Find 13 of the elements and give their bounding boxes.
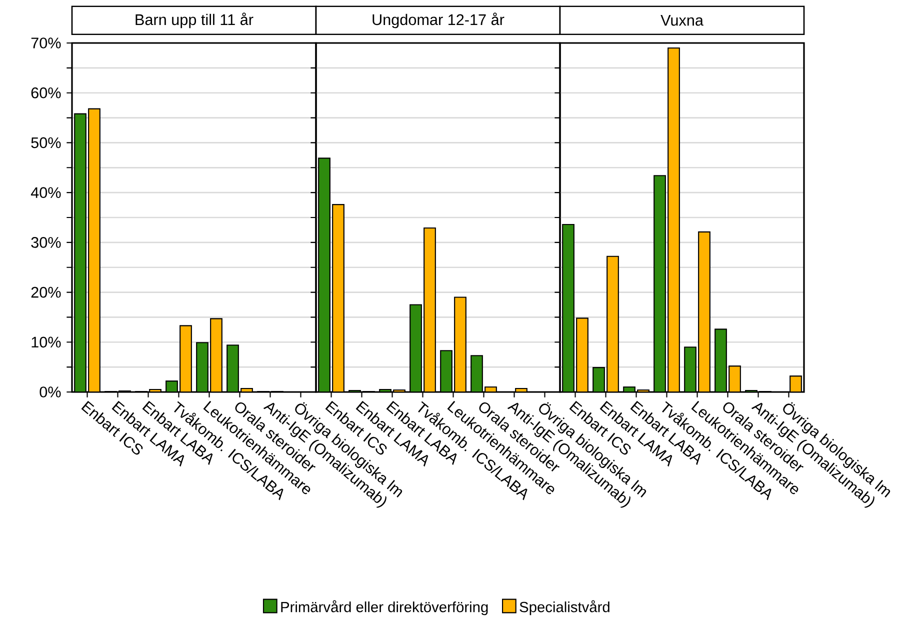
y-tick-label: 0%	[40, 386, 61, 398]
y-tick-label: 50%	[31, 137, 61, 148]
legend-label: Specialistvård	[520, 600, 610, 616]
y-tick-label: 40%	[30, 187, 61, 198]
legend-label: Primärvård eller direktöverföring	[281, 600, 488, 616]
y-tick-label: 60%	[31, 88, 61, 98]
chart-title: Ungdomar 12-17 år	[372, 12, 504, 28]
y-tick-label: 30%	[31, 237, 61, 248]
y-tick-label: 10%	[32, 336, 61, 348]
chart-title: Vuxna	[660, 15, 704, 26]
y-tick-label: 20%	[31, 287, 61, 298]
y-tick-label: 70%	[31, 38, 61, 49]
chart-title: Barn upp till 11 år	[136, 12, 254, 28]
